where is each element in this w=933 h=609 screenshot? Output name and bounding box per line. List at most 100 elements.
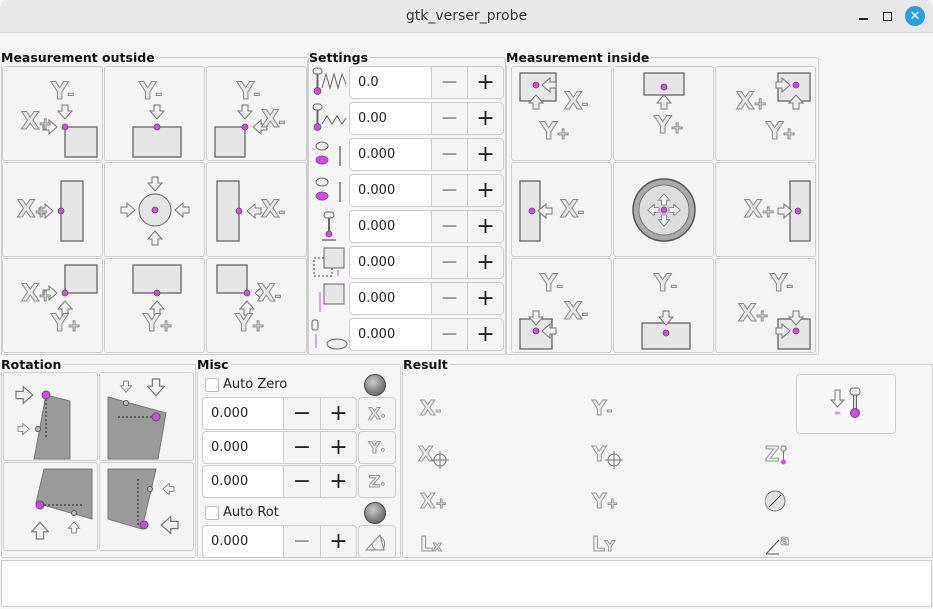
edge-yminus-icon [132, 104, 182, 158]
axis-label: Y- [653, 269, 677, 297]
offset-increment-button[interactable]: + [320, 431, 357, 464]
setting-decrement-button[interactable]: − [431, 246, 468, 279]
zero-z-icon: Z• [368, 471, 386, 491]
rotation-bottom-edge-icon [30, 468, 93, 540]
x-minus-result-icon: X- [419, 396, 460, 422]
corner-xminus-yplus-icon [216, 264, 270, 316]
probe-down-button[interactable] [796, 374, 896, 434]
result-label: Y+ [591, 489, 619, 513]
rotation-button-1[interactable] [3, 372, 98, 461]
close-button[interactable]: ✕ [905, 6, 925, 26]
auto-rot-checkbox[interactable] [205, 506, 219, 520]
inside-edge-yminus-icon [641, 310, 691, 350]
zero-z-button[interactable]: Z• [358, 465, 396, 498]
measure-inside-button-3[interactable]: X+ Y+ [715, 66, 816, 161]
measure-outside-button-7[interactable]: X+ Y+ [2, 258, 103, 353]
maximize-button[interactable] [877, 6, 897, 26]
setting-increment-button[interactable]: + [467, 318, 504, 351]
measure-inside-button-9[interactable]: Y- X+ [715, 258, 816, 353]
result-label: Z [765, 442, 780, 466]
setting-decrement-button[interactable]: − [431, 66, 468, 99]
measure-outside-button-2[interactable]: Y- [104, 66, 205, 161]
auto-zero-checkbox[interactable] [205, 378, 219, 392]
offset-increment-button[interactable]: + [320, 397, 357, 430]
axis-label: Y+ [654, 111, 685, 139]
setting-increment-button[interactable]: + [467, 246, 504, 279]
xy-clearance-icon [313, 247, 345, 277]
measure-inside-button-8[interactable]: Y- [613, 258, 714, 353]
zero-x-button[interactable]: X• [358, 397, 396, 430]
rotation-plus-button[interactable]: + [320, 525, 357, 558]
result-label: Y- [591, 396, 613, 420]
measure-outside-button-3[interactable]: Y- X- [206, 66, 307, 161]
setting-decrement-button[interactable]: − [431, 282, 468, 315]
result-label: X [417, 442, 434, 466]
setting-value-input[interactable]: 0.000 [349, 138, 432, 171]
minimize-button[interactable] [853, 6, 873, 26]
axis-label: Y+ [235, 309, 266, 337]
measure-inside-button-6[interactable]: X+ [715, 162, 816, 257]
setting-value-input[interactable]: 0.000 [349, 318, 432, 351]
offset-value-input[interactable]: 0.000 [202, 431, 284, 464]
maximize-icon [882, 11, 892, 21]
axis-label: X+ [21, 279, 53, 307]
rotation-frame [1, 364, 196, 558]
result-label: Y [591, 442, 607, 466]
setting-increment-button[interactable]: + [467, 210, 504, 243]
offset-decrement-button[interactable]: − [283, 397, 321, 430]
offset-value-input[interactable]: 0.000 [202, 397, 284, 430]
setting-value-input[interactable]: 0.0 [349, 66, 432, 99]
setting-decrement-button[interactable]: − [431, 138, 468, 171]
offset-increment-button[interactable]: + [320, 465, 357, 498]
measure-outside-button-5[interactable] [104, 162, 205, 257]
measurement-inside-frame [506, 57, 819, 355]
probe-feed-speed-icon [312, 103, 347, 131]
setting-decrement-button[interactable]: − [431, 174, 468, 207]
corner-xplus-yplus-icon [42, 264, 98, 316]
setting-value-input[interactable]: 0.000 [349, 210, 432, 243]
rotation-angle-input[interactable]: 0.000 [202, 525, 284, 558]
set-rotation-icon [364, 533, 386, 550]
rotation-button-4[interactable] [99, 462, 194, 551]
measure-outside-button-1[interactable]: Y- X+ [2, 66, 103, 161]
measure-inside-button-5[interactable] [613, 162, 714, 257]
measure-outside-button-9[interactable]: X- Y+ [206, 258, 307, 353]
setting-value-input[interactable]: 0.000 [349, 282, 432, 315]
inside-corner-xplus-yplus-icon [775, 72, 811, 110]
rotation-button-2[interactable] [99, 372, 194, 461]
setting-decrement-button[interactable]: − [431, 210, 468, 243]
setting-increment-button[interactable]: + [467, 174, 504, 207]
rotation-button-3[interactable] [3, 462, 98, 551]
offset-value-input[interactable]: 0.000 [202, 465, 284, 498]
title-bar: gtk_verser_probe ✕ [0, 0, 933, 33]
setting-decrement-button[interactable]: − [431, 318, 468, 351]
offset-decrement-button[interactable]: − [283, 431, 321, 464]
axis-label: Y+ [143, 309, 174, 337]
measure-inside-button-1[interactable]: X- Y+ [511, 66, 612, 161]
status-text-area[interactable] [1, 560, 932, 607]
measure-inside-button-4[interactable]: X- [511, 162, 612, 257]
setting-row: 0.000− + [310, 210, 504, 244]
setting-increment-button[interactable]: + [467, 66, 504, 99]
measure-outside-button-6[interactable]: X- [206, 162, 307, 257]
auto-rot-led-icon [364, 502, 386, 524]
axis-label: X+ [736, 87, 768, 115]
zero-y-button[interactable]: Y• [358, 431, 396, 464]
measure-outside-button-4[interactable]: X+ [2, 162, 103, 257]
measure-outside-button-8[interactable]: Y+ [104, 258, 205, 353]
setting-value-input[interactable]: 0.00 [349, 102, 432, 135]
setting-decrement-button[interactable]: − [431, 102, 468, 135]
offset-decrement-button[interactable]: − [283, 465, 321, 498]
setting-increment-button[interactable]: + [467, 282, 504, 315]
setting-value-input[interactable]: 0.000 [349, 246, 432, 279]
rotation-minus-button[interactable]: − [283, 525, 321, 558]
setting-value-input[interactable]: 0.000 [349, 174, 432, 207]
measure-inside-button-7[interactable]: Y- X- [511, 258, 612, 353]
rotation-top-edge-icon [107, 378, 167, 460]
angle-result-icon: a [765, 532, 805, 558]
setting-increment-button[interactable]: + [467, 138, 504, 171]
setting-increment-button[interactable]: + [467, 102, 504, 135]
measure-inside-button-2[interactable]: Y+ [613, 66, 714, 161]
probe-search-speed-icon [312, 67, 347, 95]
set-rotation-button[interactable] [358, 525, 396, 558]
